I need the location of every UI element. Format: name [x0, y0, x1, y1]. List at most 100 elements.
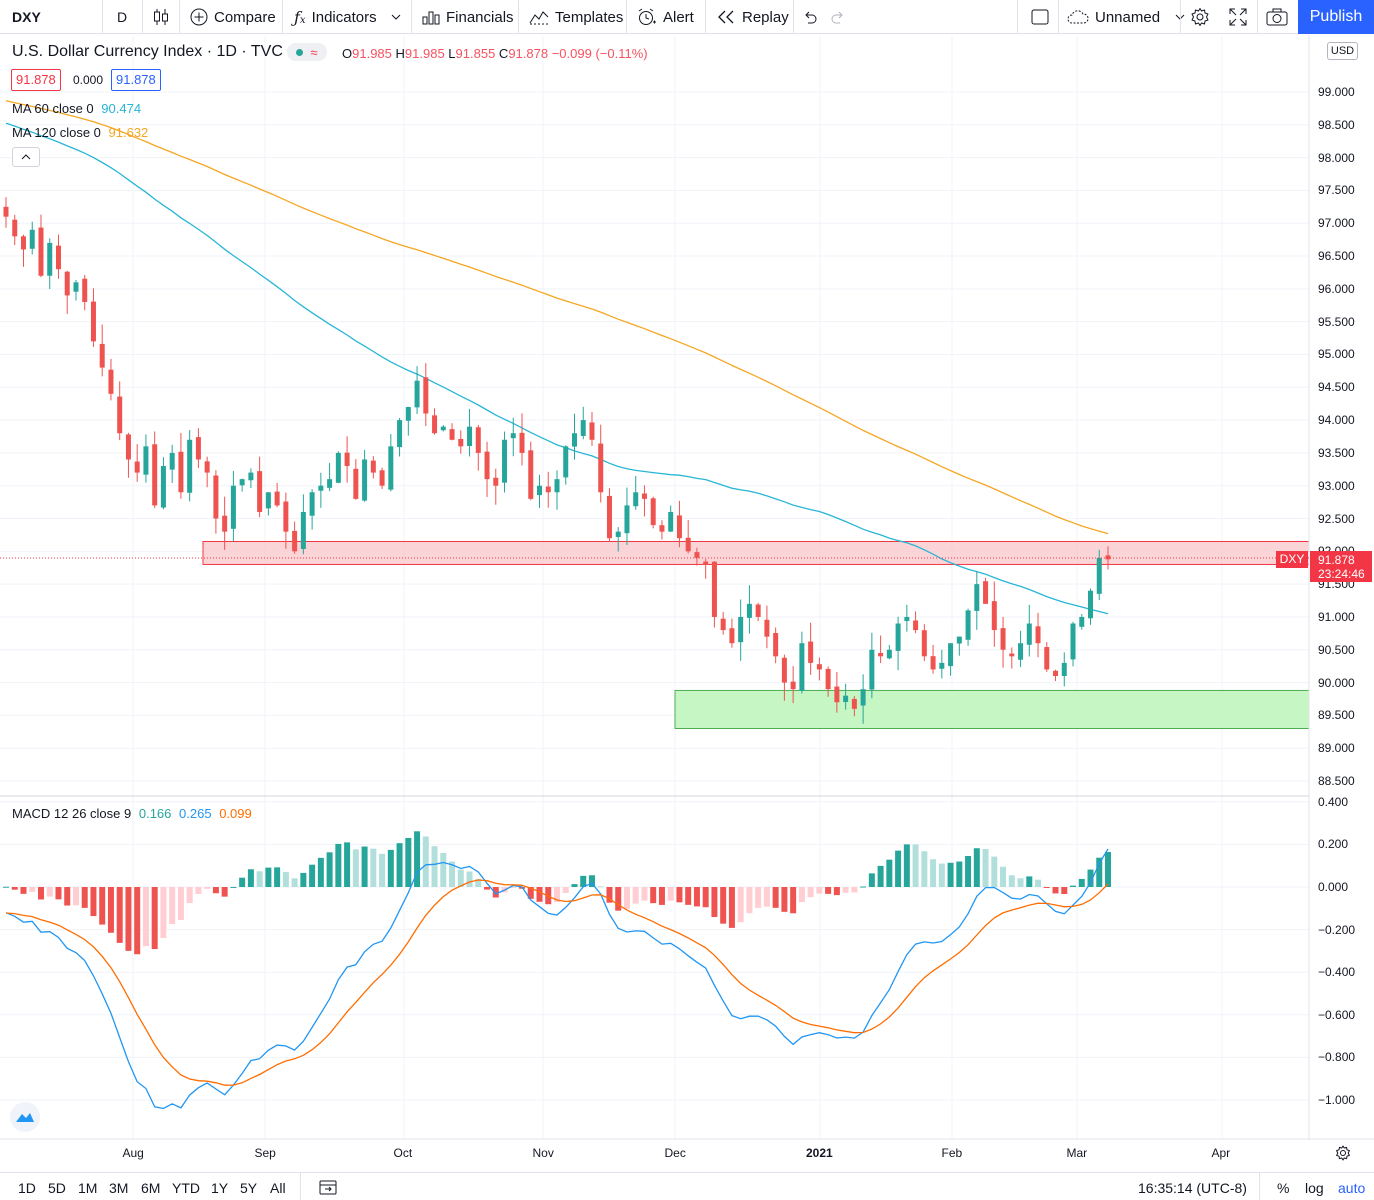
- range-button-5y[interactable]: 5Y: [240, 1180, 258, 1196]
- fx-icon: ƒx: [294, 7, 306, 27]
- redo-button[interactable]: [830, 0, 846, 34]
- macd-histogram-bar: [807, 887, 814, 898]
- candle-body: [178, 451, 184, 493]
- range-button-all[interactable]: All: [270, 1180, 286, 1196]
- range-button-1y[interactable]: 1Y: [211, 1180, 229, 1196]
- range-button-3m[interactable]: 3M: [109, 1180, 129, 1196]
- time-tick-label: Dec: [664, 1146, 686, 1160]
- candle-body: [965, 610, 971, 640]
- candle-body: [117, 396, 123, 434]
- open-value: 91.985: [352, 46, 392, 61]
- clock-display[interactable]: 16:35:14 (UTC-8): [1138, 1180, 1247, 1196]
- macd-histogram-bar: [860, 886, 867, 888]
- candle-body: [755, 604, 761, 617]
- buy-price-box[interactable]: 91.878: [111, 69, 161, 91]
- chart-settings-button[interactable]: [1335, 1145, 1351, 1166]
- macd-histogram-bar: [300, 872, 307, 887]
- macd-histogram-bar: [396, 843, 403, 887]
- plus-circle-icon: [190, 8, 208, 26]
- collapse-legend-button[interactable]: [12, 147, 40, 167]
- alert-button[interactable]: Alert: [637, 0, 694, 34]
- goto-date-button[interactable]: [319, 1179, 337, 1200]
- ma60-legend[interactable]: MA 60 close 0 90.474: [12, 101, 141, 116]
- symbol-search-button[interactable]: DXY: [12, 0, 41, 34]
- indicators-button[interactable]: ƒx Indicators: [294, 0, 401, 34]
- chart-type-button[interactable]: [153, 0, 169, 34]
- candle-body: [152, 444, 158, 506]
- percent-toggle[interactable]: %: [1277, 1180, 1290, 1196]
- ma120-legend[interactable]: MA 120 close 0 91.632: [12, 125, 148, 140]
- compare-label: Compare: [214, 8, 276, 26]
- macd-histogram-bar: [597, 886, 604, 888]
- currency-badge[interactable]: USD: [1327, 42, 1358, 60]
- templates-button[interactable]: Templates: [529, 0, 623, 34]
- range-button-6m[interactable]: 6M: [141, 1180, 161, 1196]
- replay-label: Replay: [742, 8, 789, 26]
- candle-body: [160, 466, 166, 508]
- compare-button[interactable]: Compare: [190, 0, 276, 34]
- macd-histogram-bar: [1078, 878, 1085, 887]
- time-tick-label: Mar: [1066, 1146, 1088, 1160]
- spread-value: 0.000: [73, 73, 104, 87]
- range-button-1d[interactable]: 1D: [18, 1180, 36, 1196]
- undo-button[interactable]: [802, 0, 818, 34]
- macd-histogram-bar: [1070, 885, 1077, 887]
- macd-histogram-bar: [55, 887, 62, 900]
- candle-body: [720, 618, 726, 631]
- market-status: ≈: [287, 43, 327, 61]
- range-button-5d[interactable]: 5D: [48, 1180, 66, 1196]
- candle-body: [379, 470, 385, 486]
- bar-chart-icon: [422, 11, 440, 25]
- candle-body: [930, 656, 936, 670]
- undo-icon: [805, 11, 817, 24]
- chart-canvas[interactable]: [0, 0, 1374, 1172]
- settings-button[interactable]: [1190, 0, 1210, 34]
- snapshot-button[interactable]: [1266, 0, 1288, 34]
- delayed-icon: ≈: [310, 44, 318, 60]
- candle-body: [939, 662, 945, 669]
- candle-body: [537, 485, 543, 496]
- calendar-arrow-icon: [319, 1180, 337, 1195]
- range-button-1m[interactable]: 1M: [78, 1180, 98, 1196]
- macd-histogram-bar: [11, 887, 18, 890]
- macd-histogram-bar: [116, 887, 123, 943]
- fullscreen-layout-button[interactable]: [1031, 0, 1049, 34]
- macd-line-value: 0.265: [179, 806, 212, 821]
- redo-icon: [831, 11, 843, 24]
- candle-body: [1053, 670, 1059, 677]
- macd-histogram-bar: [352, 849, 359, 887]
- financials-button[interactable]: Financials: [422, 0, 514, 34]
- fullscreen-button[interactable]: [1229, 0, 1247, 34]
- candle-body: [362, 459, 368, 501]
- auto-toggle[interactable]: auto: [1338, 1180, 1366, 1196]
- macd-histogram-bar: [973, 848, 980, 887]
- candle-body: [187, 439, 193, 493]
- candle-body: [257, 471, 263, 512]
- macd-histogram-bar: [1105, 852, 1111, 887]
- macd-histogram-bar: [90, 887, 97, 917]
- price-tick-label: 96.500: [1318, 249, 1355, 264]
- ma120-value: 91.632: [108, 125, 149, 140]
- macd-legend[interactable]: MACD 12 26 close 9 0.166 0.265 0.099: [12, 806, 252, 821]
- tradingview-logo[interactable]: [10, 1102, 40, 1132]
- macd-histogram-bar: [1043, 887, 1050, 888]
- replay-button[interactable]: Replay: [716, 0, 789, 34]
- range-button-ytd[interactable]: YTD: [172, 1180, 200, 1196]
- candle-body: [676, 515, 682, 539]
- time-tick-label: Feb: [941, 1146, 963, 1160]
- macd-histogram-bar: [554, 887, 560, 903]
- price-tick-label: 99.000: [1318, 85, 1355, 99]
- macd-tick-label: 0.400: [1318, 794, 1349, 809]
- log-toggle[interactable]: log: [1305, 1180, 1324, 1196]
- candle-body: [1105, 555, 1111, 560]
- candle-body: [353, 468, 359, 499]
- macd-histogram-bar: [851, 887, 858, 893]
- macd-histogram-bar: [947, 862, 954, 887]
- sell-price-box[interactable]: 91.878: [11, 69, 61, 91]
- interval-button[interactable]: D: [117, 0, 127, 34]
- financials-label: Financials: [446, 8, 514, 26]
- macd-histogram-bar: [650, 887, 657, 904]
- publish-button[interactable]: Publish: [1298, 0, 1374, 34]
- candle-body: [1088, 590, 1094, 619]
- macd-histogram-bar: [405, 837, 412, 887]
